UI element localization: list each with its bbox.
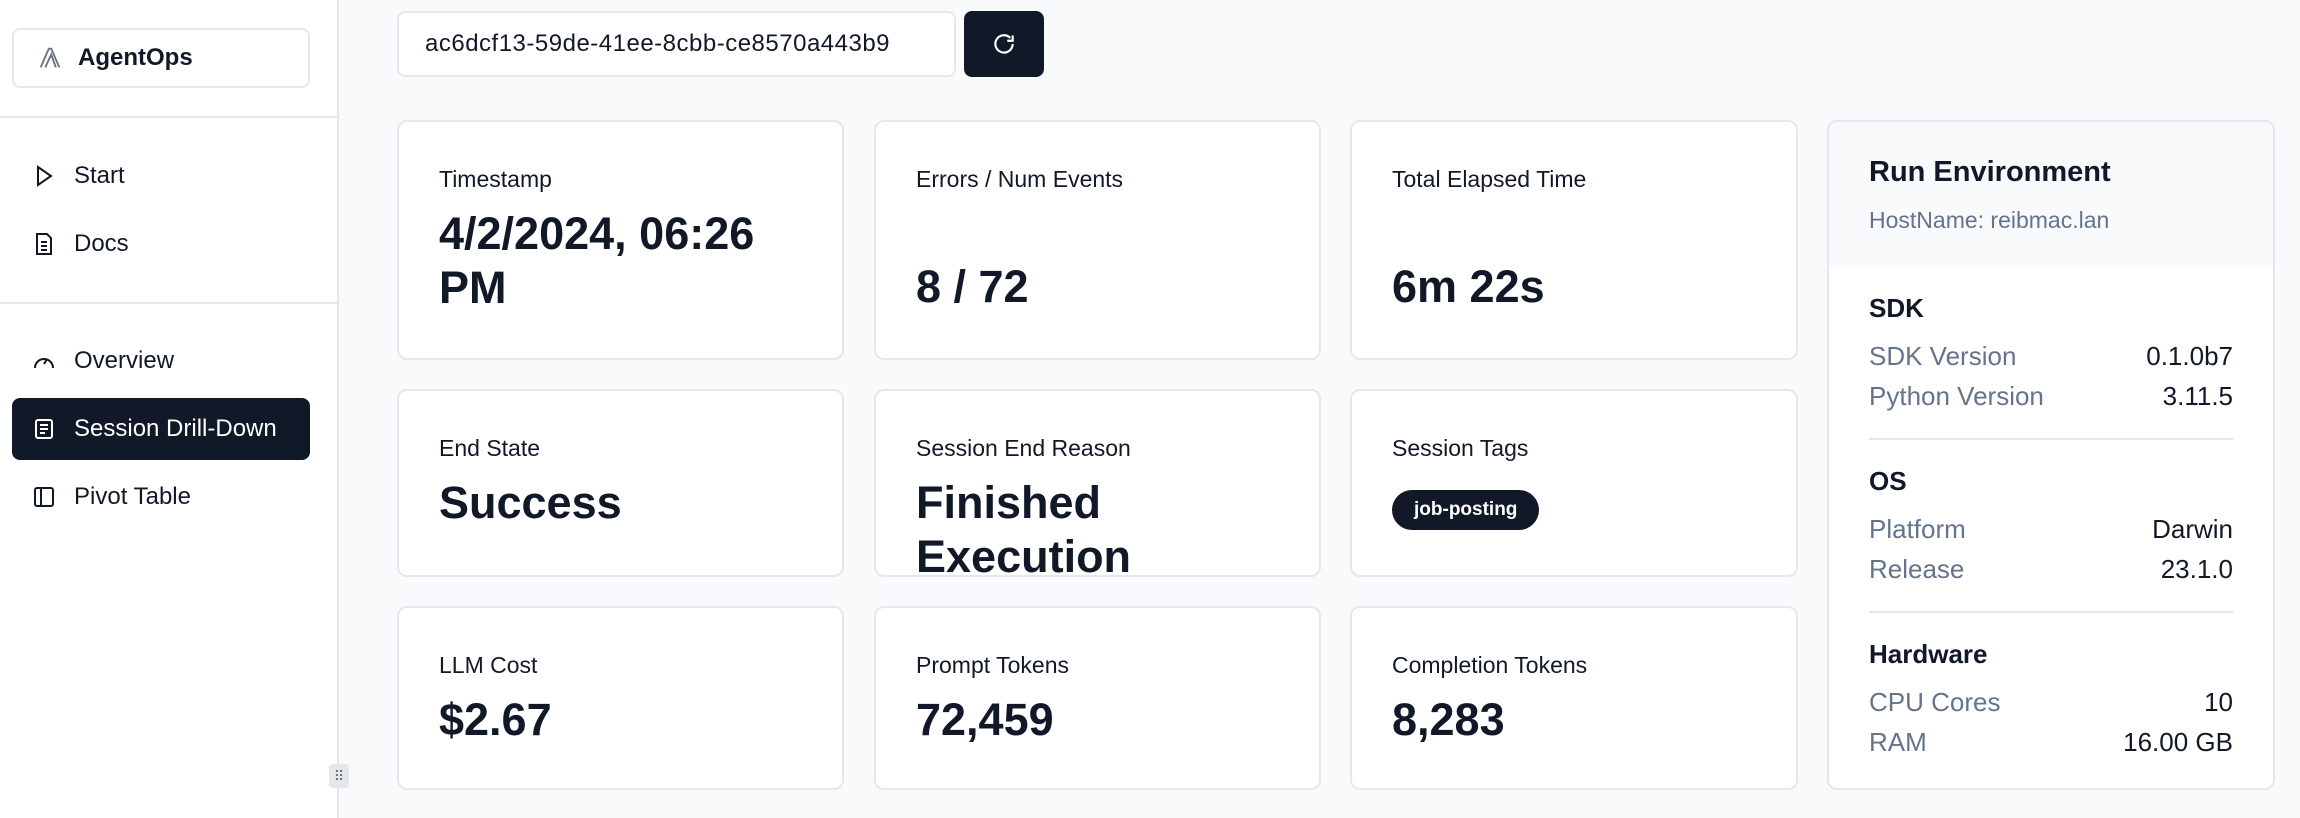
env-row: Release 23.1.0 (1869, 549, 2233, 589)
end-reason-value: Finished Execution (916, 477, 1132, 582)
sidebar-item-pivot-table[interactable]: Pivot Table (12, 466, 310, 528)
hardware-section: Hardware CPU Cores 10 RAM 16.00 GB (1829, 639, 2273, 762)
llm-cost-value: $2.67 (439, 694, 552, 745)
env-key: RAM (1869, 727, 1927, 757)
agentops-logo-icon (39, 47, 61, 68)
elapsed-value: 6m 22s (1392, 261, 1545, 312)
card-label: Session End Reason (916, 435, 1131, 461)
env-key: Python Version (1869, 381, 2044, 411)
divider (0, 302, 337, 304)
timestamp-value: 4/2/2024, 06:26 PM (439, 208, 755, 313)
run-environment-panel: Run Environment HostName: reibmac.lan SD… (1827, 120, 2275, 790)
tag-badge[interactable]: job-posting (1392, 490, 1540, 530)
prompt-tokens-card: Prompt Tokens 72,459 (874, 606, 1321, 790)
list-icon (35, 419, 53, 439)
session-tags-card: Session Tags job-posting (1350, 389, 1798, 577)
session-id-input[interactable] (397, 11, 956, 77)
logo[interactable]: AgentOps (12, 28, 310, 88)
llm-cost-card: LLM Cost $2.67 (397, 606, 844, 790)
logo-text: AgentOps (78, 44, 193, 71)
env-key: Platform (1869, 514, 1966, 544)
section-title: Hardware (1869, 639, 1988, 669)
env-key: SDK Version (1869, 341, 2017, 371)
sidebar-item-label: Session Drill-Down (74, 415, 277, 442)
env-value: 23.1.0 (2160, 554, 2233, 584)
errors-card: Errors / Num Events 8 / 72 (874, 120, 1321, 360)
end-state-card: End State Success (397, 389, 844, 577)
sidebar-item-label: Overview (74, 347, 175, 374)
panel-title: Run Environment (1869, 156, 2111, 188)
completion-tokens-card: Completion Tokens 8,283 (1350, 606, 1798, 790)
elapsed-time-card: Total Elapsed Time 6m 22s (1350, 120, 1798, 360)
card-label: Total Elapsed Time (1392, 166, 1587, 192)
completion-tokens-value: 8,283 (1392, 694, 1505, 745)
gauge-icon (34, 358, 54, 369)
sidebar-item-label: Start (74, 162, 125, 189)
sidebar: AgentOps Start Docs Overview Session Dri… (0, 0, 339, 818)
sidebar-item-label: Docs (74, 230, 129, 257)
env-key: CPU Cores (1869, 687, 2001, 717)
divider (1869, 611, 2233, 613)
env-row: SDK Version 0.1.0b7 (1869, 336, 2233, 376)
table-icon (34, 487, 54, 507)
sidebar-resize-handle[interactable]: ⠿ (329, 764, 349, 788)
sidebar-item-session-drill-down[interactable]: Session Drill-Down (12, 398, 310, 460)
env-value: 16.00 GB (2123, 727, 2233, 757)
sdk-section: SDK SDK Version 0.1.0b7 Python Version 3.1… (1829, 293, 2273, 416)
timestamp-card: Timestamp 4/2/2024, 06:26 PM (397, 120, 844, 360)
env-value: Darwin (2152, 514, 2233, 544)
os-section: OS Platform Darwin Release 23.1.0 (1829, 466, 2273, 589)
card-label: Timestamp (439, 166, 552, 192)
prompt-tokens-value: 72,459 (916, 694, 1054, 745)
hostname: HostName: reibmac.lan (1869, 207, 2110, 233)
env-value: 10 (2204, 687, 2233, 717)
env-row: RAM 16.00 GB (1869, 722, 2233, 762)
env-row: CPU Cores 10 (1869, 682, 2233, 722)
card-label: Prompt Tokens (916, 652, 1069, 678)
sidebar-item-overview[interactable]: Overview (12, 330, 310, 392)
card-label: Errors / Num Events (916, 166, 1124, 192)
env-value: 3.11.5 (2162, 381, 2233, 411)
divider (1869, 438, 2233, 440)
section-title: SDK (1869, 293, 1924, 323)
env-value: 0.1.0b7 (2146, 341, 2233, 371)
sidebar-item-label: Pivot Table (74, 483, 191, 510)
errors-value: 8 / 72 (916, 261, 1029, 312)
document-icon (36, 233, 52, 255)
card-label: Session Tags (1392, 435, 1529, 461)
env-row: Python Version 3.11.5 (1869, 376, 2233, 416)
env-key: Release (1869, 554, 1965, 584)
card-label: Completion Tokens (1392, 652, 1588, 678)
section-title: OS (1869, 466, 1907, 496)
sidebar-item-docs[interactable]: Docs (12, 213, 310, 275)
card-label: End State (439, 435, 541, 461)
end-state-value: Success (439, 477, 622, 528)
card-label: LLM Cost (439, 652, 538, 678)
divider (0, 116, 337, 118)
play-icon (37, 165, 53, 187)
refresh-icon (994, 34, 1014, 54)
env-row: Platform Darwin (1869, 509, 2233, 549)
sidebar-item-start[interactable]: Start (12, 145, 310, 207)
refresh-button[interactable] (964, 11, 1044, 77)
end-reason-card: Session End Reason Finished Execution (874, 389, 1321, 582)
